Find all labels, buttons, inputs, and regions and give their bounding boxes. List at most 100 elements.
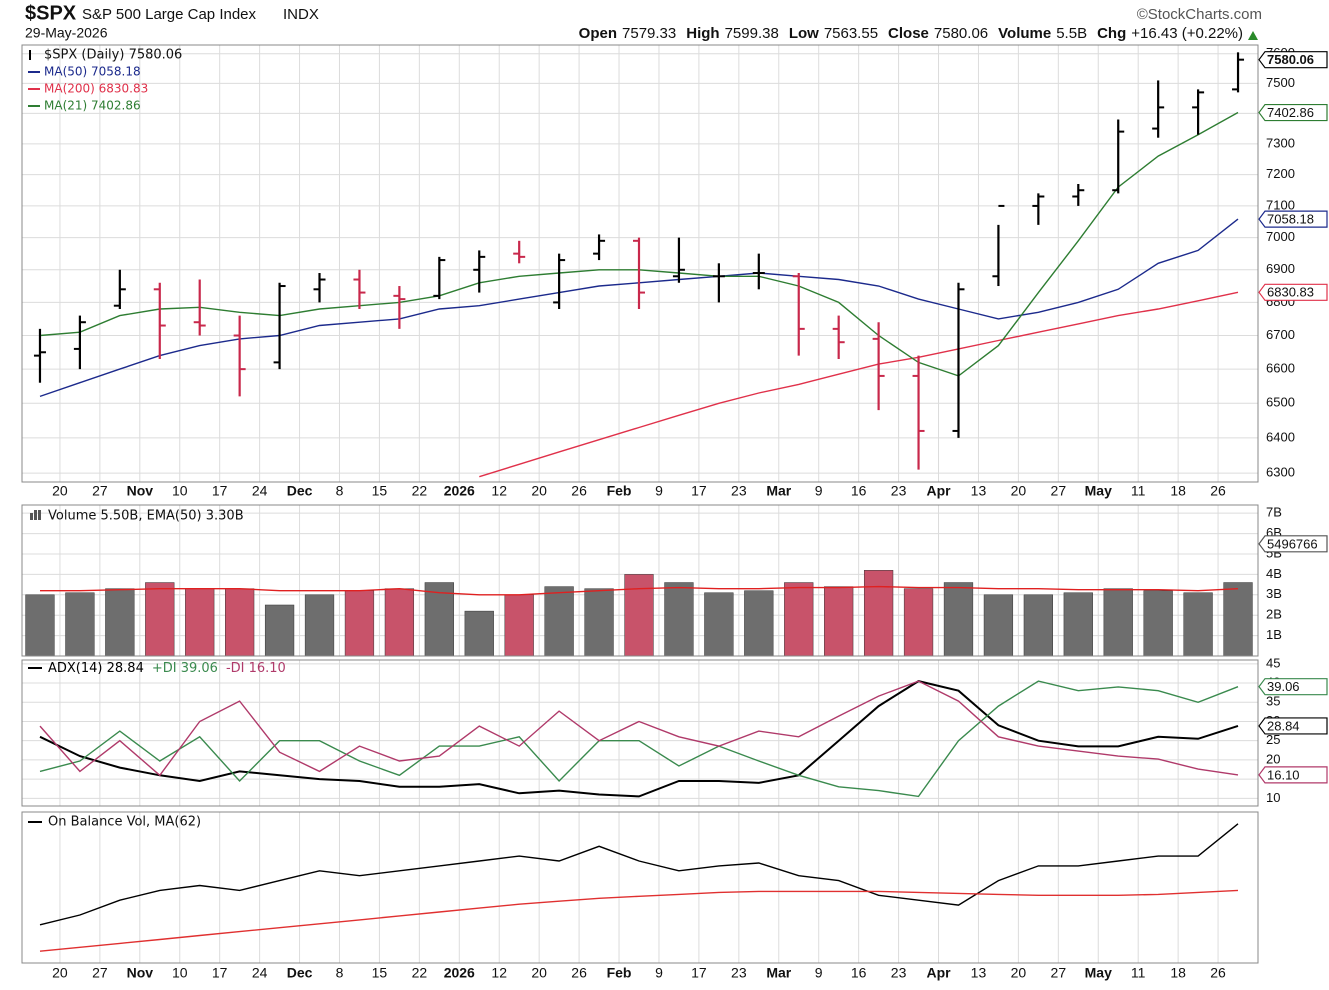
x-tick-label: Feb: [607, 965, 632, 981]
value-box: [1258, 103, 1328, 122]
line: [479, 291, 1239, 478]
y-tick-label: 6600: [1266, 361, 1295, 376]
x-tick-label: 20: [52, 483, 68, 499]
subtitle: S&P 500 Large Cap Index: [82, 6, 257, 23]
x-tick-label: 23: [891, 483, 907, 499]
quote: Open 7579.33 High 7599.38 Low 7563.55 Close 758…: [579, 25, 1243, 42]
x-tick-label: 9: [815, 483, 823, 499]
line: [39, 823, 1239, 926]
y-tick-label: 35: [1266, 694, 1280, 709]
x-tick-label: 2026: [444, 965, 475, 981]
y-tick-label: 6500: [1266, 395, 1295, 410]
volume-bar: [344, 590, 375, 657]
quote-value: 7580.06: [934, 25, 988, 42]
volume-bar: [504, 594, 534, 657]
x-tick-label: 20: [1011, 965, 1027, 981]
x-tick-label: 12: [491, 483, 507, 499]
x-tick-label: 20: [531, 965, 547, 981]
volume-bar: [624, 574, 654, 657]
legend-label: +DI 39.06: [152, 661, 218, 676]
x-tick-label: Nov: [127, 483, 154, 499]
x-tick-label: 13: [971, 483, 987, 499]
quote-label: Close: [888, 25, 929, 42]
line: [39, 680, 1239, 798]
x-tick-label: 11: [1131, 483, 1146, 499]
legend-label: MA(50) 7058.18: [44, 65, 141, 79]
legend-icon: [34, 510, 37, 520]
y-tick-label: 7300: [1266, 135, 1295, 150]
value-box: [1258, 51, 1328, 69]
y-tick-label: 20: [1266, 751, 1280, 766]
y-tick-label: 6900: [1266, 261, 1295, 276]
value-box: [1258, 283, 1328, 301]
x-tick-label: May: [1085, 965, 1112, 981]
value-box-label: 7580.06: [1267, 52, 1314, 67]
y-tick-label: 7B: [1266, 505, 1282, 520]
volume-bar: [664, 582, 694, 657]
credit: ©StockCharts.com: [1137, 6, 1262, 23]
volume-bar: [424, 582, 454, 657]
x-tick-label: 24: [252, 483, 268, 499]
x-tick-label: 17: [212, 965, 228, 981]
volume-bar: [264, 604, 295, 657]
volume-bar: [225, 588, 255, 657]
x-tick-label: 18: [1170, 483, 1186, 499]
x-tick-label: 17: [691, 965, 707, 981]
value-box-label: 5496766: [1267, 536, 1318, 551]
panel-border: [21, 811, 1259, 964]
value-box-label: 16.10: [1267, 767, 1300, 782]
panel-frame: [21, 811, 1259, 964]
volume-bar: [105, 588, 135, 657]
x-tick-label: 24: [252, 965, 268, 981]
exchange: INDX: [283, 6, 319, 23]
value-box: [1258, 535, 1328, 553]
volume-bar: [983, 594, 1014, 657]
x-tick-label: 27: [1051, 965, 1067, 981]
y-tick-label: 7500: [1266, 75, 1295, 90]
volume-bar: [943, 582, 974, 657]
quote-value: 5.5B: [1056, 25, 1087, 42]
y-tick-label: 7200: [1266, 166, 1295, 181]
x-tick-label: 27: [92, 965, 108, 981]
x-tick-label: 10: [172, 965, 188, 981]
x-tick-label: 2026: [444, 483, 475, 499]
volume-bar: [304, 594, 335, 657]
change-arrow: [1248, 31, 1258, 40]
x-tick-label: Mar: [766, 965, 791, 981]
value-box: [1258, 210, 1328, 228]
date: 29-May-2026: [25, 25, 108, 41]
x-tick-label: 11: [1131, 965, 1146, 981]
volume-bar: [1143, 590, 1173, 657]
volume-bar: [25, 594, 55, 657]
volume-bar: [185, 588, 215, 657]
x-tick-label: 17: [212, 483, 228, 499]
value-box: [1258, 717, 1328, 735]
volume-bar: [784, 582, 814, 657]
x-tick-label: 17: [691, 483, 707, 499]
legend-label: $SPX (Daily) 7580.06: [44, 48, 182, 63]
y-tick-label: 45: [1266, 655, 1280, 670]
x-tick-label: 22: [412, 965, 428, 981]
value-box: [1258, 678, 1328, 696]
x-tick-label: 9: [655, 965, 663, 981]
line: [40, 585, 1239, 596]
y-tick-label: 6400: [1266, 429, 1295, 444]
line: [39, 680, 1239, 777]
legend-label: MA(200) 6830.83: [44, 82, 148, 96]
y-tick-label: 7100: [1266, 197, 1295, 212]
x-tick-label: Apr: [926, 483, 951, 499]
quote-label: Volume: [998, 25, 1051, 42]
x-tick-label: 16: [851, 483, 867, 499]
x-tick-label: 26: [571, 483, 587, 499]
x-tick-label: 20: [1011, 483, 1027, 499]
panel-border: [21, 659, 1259, 807]
legend-label: On Balance Vol, MA(62): [48, 815, 201, 830]
quote-label: Low: [789, 25, 819, 42]
volume-bar: [464, 610, 494, 657]
x-tick-label: 8: [336, 965, 344, 981]
x-tick-label: 27: [92, 483, 108, 499]
quote-label: High: [686, 25, 719, 42]
value-box-label: 7402.86: [1267, 105, 1314, 120]
y-tick-label: 25: [1266, 732, 1280, 747]
